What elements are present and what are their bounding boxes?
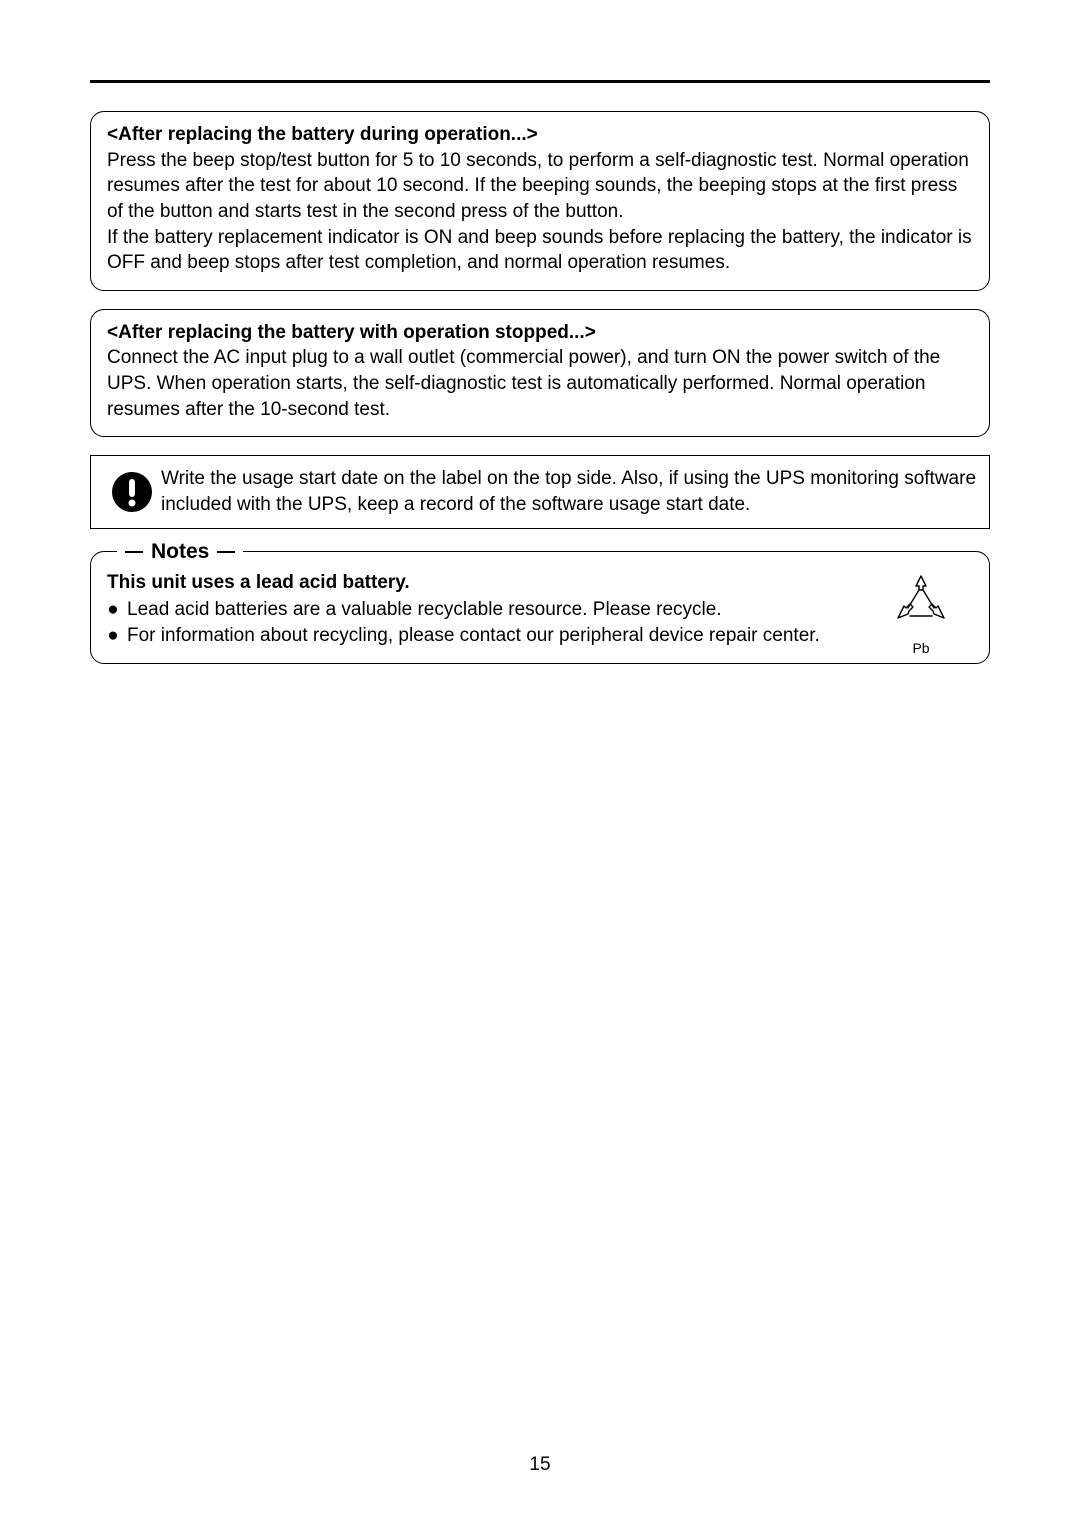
notes-box: Notes This unit uses a lead acid battery… [90, 551, 990, 664]
recycle-label: Pb [881, 639, 961, 658]
info-box-during-operation: <After replacing the battery during oper… [90, 111, 990, 291]
manual-page: <After replacing the battery during oper… [0, 0, 1080, 1526]
alert-icon [103, 471, 161, 513]
notes-subtitle: This unit uses a lead acid battery. [107, 570, 973, 596]
notes-bullet-2: ● For information about recycling, pleas… [107, 623, 973, 649]
box1-title: <After replacing the battery during oper… [107, 122, 973, 148]
recycle-symbol: Pb [881, 570, 961, 659]
notes-legend-text: Notes [151, 538, 209, 566]
notes-bullet-1: ● Lead acid batteries are a valuable rec… [107, 597, 973, 623]
box1-body: Press the beep stop/test button for 5 to… [107, 148, 973, 276]
notes-bullet-2-text: For information about recycling, please … [127, 623, 820, 649]
info-box-operation-stopped: <After replacing the battery with operat… [90, 309, 990, 438]
alert-text: Write the usage start date on the label … [161, 462, 977, 521]
recycle-icon [886, 570, 956, 630]
notes-bullet-1-text: Lead acid batteries are a valuable recyc… [127, 597, 722, 623]
alert-box: Write the usage start date on the label … [90, 455, 990, 528]
notes-legend: Notes [117, 538, 243, 566]
page-number: 15 [0, 1454, 1080, 1476]
box2-body: Connect the AC input plug to a wall outl… [107, 345, 973, 422]
top-rule [90, 80, 990, 83]
box2-title: <After replacing the battery with operat… [107, 320, 973, 346]
bullet-icon: ● [107, 597, 119, 623]
bullet-icon: ● [107, 623, 119, 649]
